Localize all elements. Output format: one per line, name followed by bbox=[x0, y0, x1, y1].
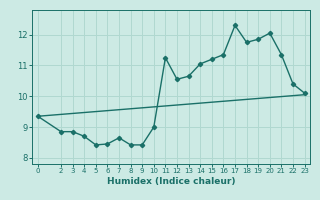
X-axis label: Humidex (Indice chaleur): Humidex (Indice chaleur) bbox=[107, 177, 236, 186]
